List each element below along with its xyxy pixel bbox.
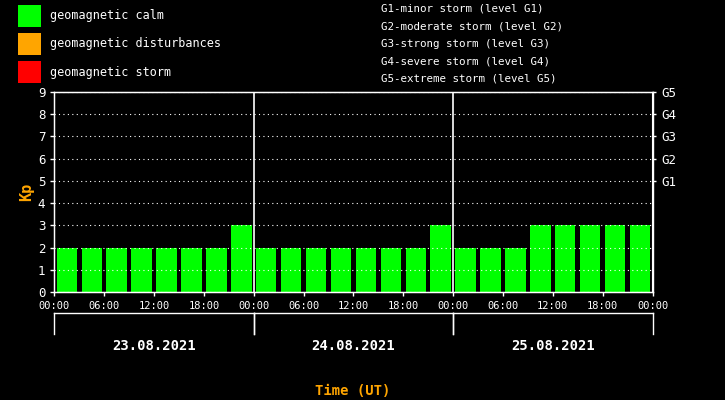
Bar — [18, 61, 41, 83]
Text: geomagnetic storm: geomagnetic storm — [50, 66, 171, 79]
Text: geomagnetic calm: geomagnetic calm — [50, 9, 164, 22]
Bar — [231, 225, 252, 292]
Text: geomagnetic disturbances: geomagnetic disturbances — [50, 38, 221, 50]
Text: G1-minor storm (level G1): G1-minor storm (level G1) — [381, 4, 543, 14]
Bar — [81, 248, 102, 292]
Bar — [131, 248, 152, 292]
Bar — [356, 248, 376, 292]
Bar — [157, 248, 177, 292]
Bar — [331, 248, 351, 292]
Text: G4-severe storm (level G4): G4-severe storm (level G4) — [381, 56, 550, 66]
Text: G2-moderate storm (level G2): G2-moderate storm (level G2) — [381, 21, 563, 31]
Bar — [455, 248, 476, 292]
Bar — [505, 248, 526, 292]
Bar — [605, 225, 626, 292]
Text: Time (UT): Time (UT) — [315, 384, 391, 398]
Bar — [381, 248, 401, 292]
Bar — [405, 248, 426, 292]
Bar — [18, 5, 41, 27]
Bar — [306, 248, 326, 292]
Text: 23.08.2021: 23.08.2021 — [112, 339, 196, 353]
Bar — [206, 248, 227, 292]
Text: 24.08.2021: 24.08.2021 — [312, 339, 395, 353]
Bar — [480, 248, 501, 292]
Bar — [555, 225, 576, 292]
Text: 25.08.2021: 25.08.2021 — [511, 339, 594, 353]
Bar — [181, 248, 202, 292]
Bar — [18, 33, 41, 55]
Bar — [431, 225, 451, 292]
Bar — [107, 248, 127, 292]
Bar — [530, 225, 550, 292]
Y-axis label: Kp: Kp — [19, 183, 33, 201]
Bar — [281, 248, 302, 292]
Bar — [630, 225, 650, 292]
Bar — [580, 225, 600, 292]
Text: G3-strong storm (level G3): G3-strong storm (level G3) — [381, 39, 550, 49]
Bar — [256, 248, 276, 292]
Bar — [57, 248, 77, 292]
Text: G5-extreme storm (level G5): G5-extreme storm (level G5) — [381, 74, 556, 84]
